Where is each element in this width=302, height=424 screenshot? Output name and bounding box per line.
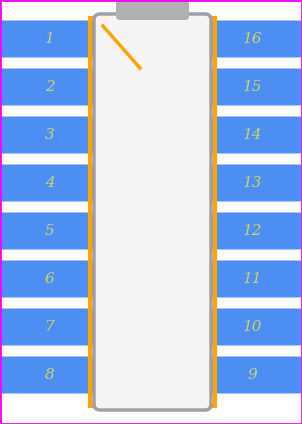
Text: 15: 15 <box>243 80 262 94</box>
FancyBboxPatch shape <box>204 309 301 346</box>
Text: 16: 16 <box>243 32 262 46</box>
Text: 1: 1 <box>45 32 54 46</box>
Text: 11: 11 <box>243 272 262 286</box>
FancyBboxPatch shape <box>204 357 301 393</box>
Text: 6: 6 <box>45 272 54 286</box>
FancyBboxPatch shape <box>1 357 98 393</box>
FancyBboxPatch shape <box>1 260 98 298</box>
Text: 2: 2 <box>45 80 54 94</box>
FancyBboxPatch shape <box>1 212 98 249</box>
Text: 7: 7 <box>45 320 54 334</box>
Text: 8: 8 <box>45 368 54 382</box>
FancyBboxPatch shape <box>1 20 98 58</box>
Text: 13: 13 <box>243 176 262 190</box>
FancyBboxPatch shape <box>204 212 301 249</box>
Text: 10: 10 <box>243 320 262 334</box>
Text: 14: 14 <box>243 128 262 142</box>
FancyBboxPatch shape <box>94 14 211 410</box>
FancyBboxPatch shape <box>1 117 98 153</box>
FancyBboxPatch shape <box>204 165 301 201</box>
Text: 4: 4 <box>45 176 54 190</box>
FancyBboxPatch shape <box>1 165 98 201</box>
FancyBboxPatch shape <box>1 309 98 346</box>
FancyBboxPatch shape <box>204 69 301 106</box>
Bar <box>90 18 215 406</box>
Text: 9: 9 <box>248 368 257 382</box>
FancyBboxPatch shape <box>204 20 301 58</box>
Text: 5: 5 <box>45 224 54 238</box>
Text: 3: 3 <box>45 128 54 142</box>
FancyBboxPatch shape <box>204 260 301 298</box>
Text: 12: 12 <box>243 224 262 238</box>
FancyBboxPatch shape <box>204 117 301 153</box>
FancyBboxPatch shape <box>1 69 98 106</box>
FancyBboxPatch shape <box>116 0 189 20</box>
